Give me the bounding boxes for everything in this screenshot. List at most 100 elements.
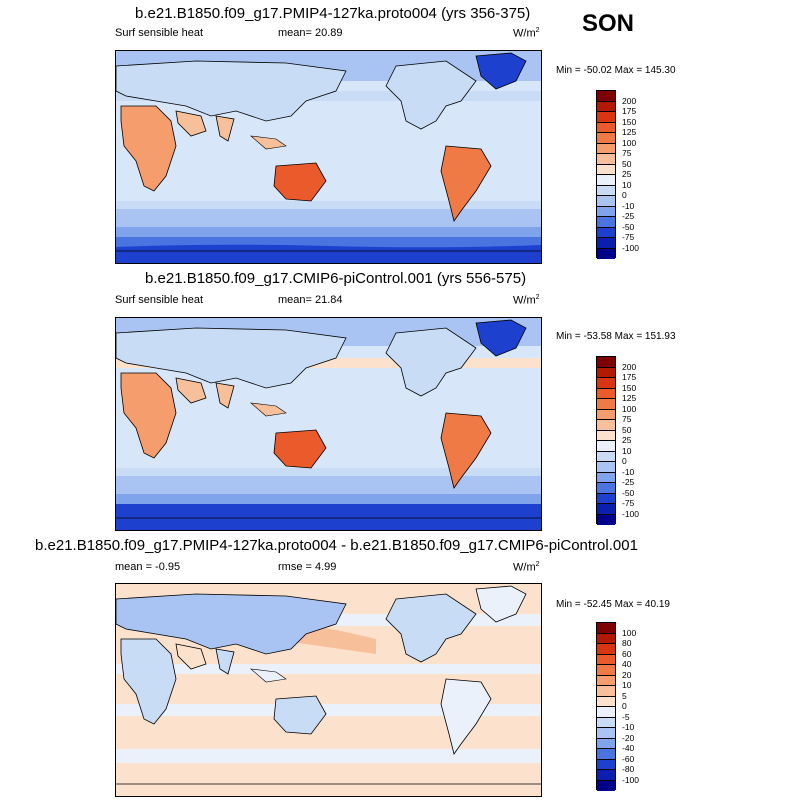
colorbar-tick-label: -10 — [622, 722, 635, 732]
panel-1-map — [115, 50, 542, 264]
colorbar-segment — [597, 122, 615, 133]
colorbar-tick-label: 10 — [622, 445, 632, 456]
colorbar-segment — [597, 357, 615, 368]
colorbar-tick-label: -100 — [622, 508, 640, 519]
colorbar-tick-label: -10 — [622, 466, 635, 477]
colorbar-tick-label: 75 — [622, 148, 632, 158]
colorbar-segment — [597, 707, 615, 718]
colorbar-segment — [597, 206, 615, 217]
panel-1-title: b.e21.B1850.f09_g17.PMIP4-127ka.proto004… — [135, 5, 531, 22]
panel-3-minmax: Min = -52.45 Max = 40.19 — [556, 599, 670, 610]
colorbar-tick-label: 50 — [622, 158, 632, 169]
panel-1-colorbar-box — [596, 90, 616, 259]
colorbar-tick-label: -75 — [622, 498, 635, 508]
colorbar-segment — [597, 633, 615, 644]
colorbar-segment — [597, 717, 615, 728]
colorbar-segment — [597, 143, 615, 154]
colorbar-tick-label: 125 — [622, 127, 637, 137]
panel-3-rmse-label: rmse = 4.99 — [278, 561, 337, 573]
colorbar-tick-label: -75 — [622, 232, 635, 242]
colorbar-tick-label: 0 — [622, 456, 627, 466]
colorbar-tick-label: -100 — [622, 774, 640, 785]
colorbar-tick-label: 75 — [622, 414, 632, 424]
colorbar-segment — [597, 378, 615, 389]
colorbar-tick-label: 0 — [622, 701, 627, 711]
colorbar-segment — [597, 665, 615, 676]
colorbar-segment — [597, 164, 615, 175]
panel-2-title: b.e21.B1850.f09_g17.CMIP6-piControl.001 … — [145, 270, 527, 287]
colorbar-segment — [597, 196, 615, 207]
colorbar-tick-label: -50 — [622, 487, 635, 498]
panel-1-mean-label: mean= 20.89 — [278, 27, 343, 39]
colorbar-tick-label: -80 — [622, 764, 635, 774]
colorbar-segment — [597, 654, 615, 665]
panel-1-minmax: Min = -50.02 Max = 145.30 — [556, 65, 676, 76]
colorbar-segment — [597, 738, 615, 749]
panel-1-variable-label: Surf sensible heat — [115, 27, 204, 39]
panel-2-map — [115, 317, 542, 531]
colorbar-tick-label: 150 — [622, 116, 637, 127]
panel-3-title: b.e21.B1850.f09_g17.PMIP4-127ka.proto004… — [35, 537, 638, 554]
colorbar-tick-label: 200 — [622, 361, 637, 372]
colorbar-tick-label: 175 — [622, 372, 637, 382]
colorbar-segment — [597, 154, 615, 165]
panel-2-mean-label: mean= 21.84 — [278, 294, 343, 306]
colorbar-tick-label: 80 — [622, 638, 632, 648]
colorbar-segment — [597, 728, 615, 739]
colorbar-segment — [597, 441, 615, 452]
colorbar-segment — [597, 227, 615, 238]
colorbar-tick-label: -40 — [622, 743, 635, 753]
colorbar-tick-label: 25 — [622, 169, 632, 179]
colorbar-tick-label: 100 — [622, 627, 637, 638]
colorbar-tick-label: 125 — [622, 393, 637, 403]
colorbar-segment — [597, 675, 615, 686]
panel-1-units: W/m2 — [513, 27, 540, 40]
colorbar-segment — [597, 367, 615, 378]
panel-2-colorbar-box — [596, 356, 616, 525]
colorbar-segment — [597, 749, 615, 760]
colorbar-tick-label: 0 — [622, 190, 627, 200]
colorbar-segment — [597, 217, 615, 228]
colorbar-tick-label: 60 — [622, 648, 632, 659]
panel-2-variable-label: Surf sensible heat — [115, 294, 204, 306]
colorbar-segment — [597, 623, 615, 634]
colorbar-segment — [597, 686, 615, 697]
colorbar-segment — [597, 770, 615, 781]
colorbar-tick-label: -25 — [622, 211, 635, 221]
colorbar-segment — [597, 759, 615, 770]
colorbar-segment — [597, 420, 615, 431]
colorbar-segment — [597, 514, 615, 525]
colorbar-tick-label: -25 — [622, 477, 635, 487]
colorbar-segment — [597, 644, 615, 655]
colorbar-segment — [597, 409, 615, 420]
colorbar-segment — [597, 101, 615, 112]
colorbar-tick-label: 10 — [622, 179, 632, 190]
colorbar-segment — [597, 133, 615, 144]
colorbar-tick-label: -60 — [622, 753, 635, 764]
colorbar-segment — [597, 493, 615, 504]
colorbar-tick-label: 10 — [622, 680, 632, 690]
colorbar-tick-label: -5 — [622, 711, 630, 722]
panel-3-map — [115, 583, 542, 797]
colorbar-segment — [597, 91, 615, 102]
colorbar-segment — [597, 504, 615, 515]
colorbar-segment — [597, 248, 615, 259]
colorbar-tick-label: 20 — [622, 669, 632, 680]
colorbar-segment — [597, 780, 615, 791]
colorbar-segment — [597, 238, 615, 249]
colorbar-segment — [597, 483, 615, 494]
colorbar-segment — [597, 112, 615, 123]
colorbar-tick-label: 100 — [622, 137, 637, 148]
season-label: SON — [582, 10, 635, 37]
colorbar-segment — [597, 696, 615, 707]
panel-3-mean-label: mean = -0.95 — [115, 561, 181, 573]
colorbar-tick-label: -50 — [622, 221, 635, 232]
colorbar-segment — [597, 185, 615, 196]
colorbar-tick-label: 175 — [622, 106, 637, 116]
colorbar-tick-label: 100 — [622, 403, 637, 414]
colorbar-segment — [597, 462, 615, 473]
colorbar-segment — [597, 451, 615, 462]
panel-2-minmax: Min = -53.58 Max = 151.93 — [556, 331, 676, 342]
colorbar-tick-label: 50 — [622, 424, 632, 435]
colorbar-tick-label: 25 — [622, 435, 632, 445]
